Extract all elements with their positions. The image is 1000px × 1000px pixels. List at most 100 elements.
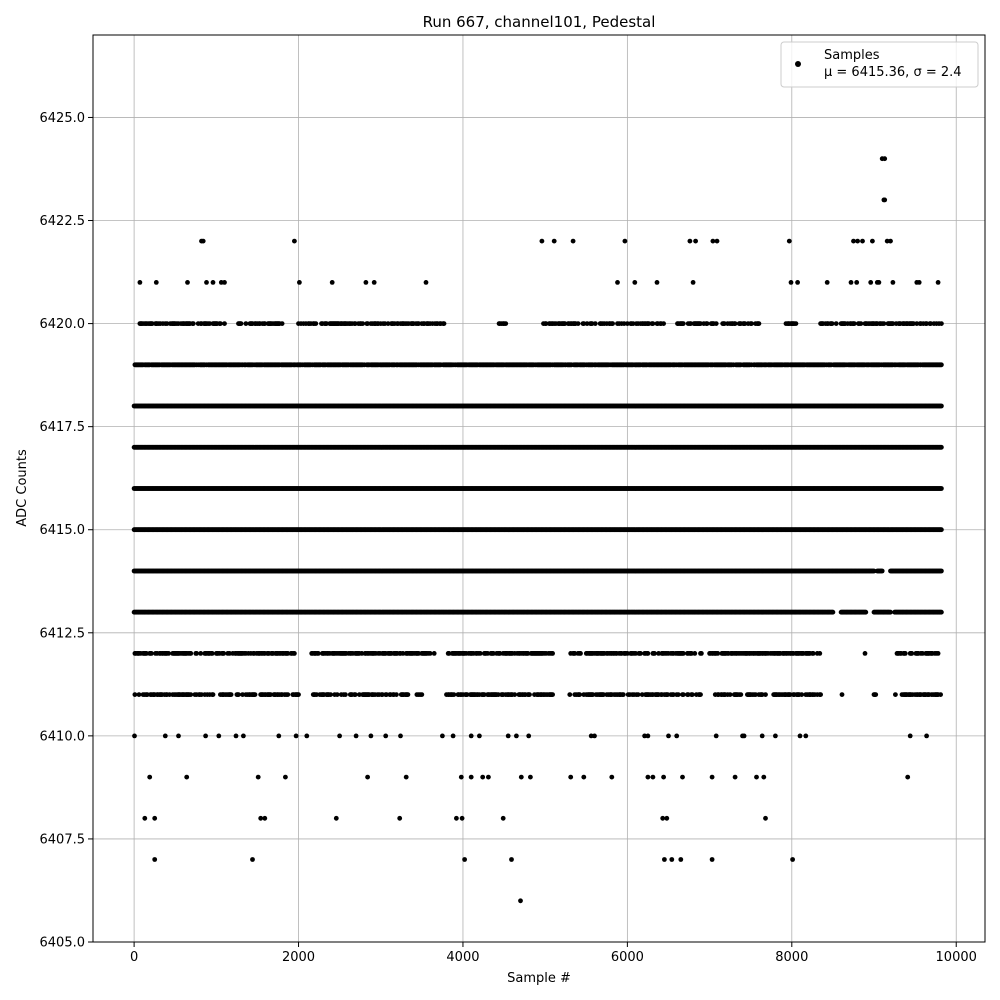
data-point — [221, 651, 227, 656]
data-point — [938, 692, 943, 697]
data-point — [753, 692, 758, 697]
data-point — [715, 651, 721, 656]
data-point — [799, 692, 805, 697]
data-point — [689, 651, 694, 656]
data-point — [689, 692, 695, 697]
data-point — [652, 651, 657, 656]
data-point — [343, 692, 348, 697]
data-point — [818, 692, 823, 697]
data-point — [485, 651, 490, 656]
data-point — [481, 692, 487, 697]
data-point — [680, 692, 686, 697]
data-point — [727, 692, 733, 697]
data-point — [132, 692, 138, 697]
data-point — [405, 692, 411, 697]
data-point — [665, 692, 671, 697]
data-point — [144, 651, 149, 656]
data-point — [620, 692, 626, 697]
data-point — [639, 692, 645, 697]
data-point — [601, 692, 606, 697]
data-point — [590, 692, 596, 697]
data-point — [199, 692, 204, 697]
data-point — [525, 651, 531, 656]
data-point — [871, 568, 877, 574]
data-point — [577, 692, 583, 697]
data-point — [638, 651, 643, 656]
data-point — [268, 692, 273, 697]
data-point — [315, 651, 321, 656]
data-point — [759, 692, 765, 697]
data-point — [550, 692, 555, 697]
data-point — [359, 651, 365, 656]
data-point — [188, 692, 194, 697]
data-point — [296, 692, 301, 697]
data-point — [136, 692, 142, 697]
data-point — [527, 692, 532, 697]
data-point — [920, 651, 925, 656]
data-point — [252, 692, 258, 697]
data-point — [763, 692, 768, 697]
data-point — [810, 651, 816, 656]
data-point — [675, 692, 681, 697]
data-point — [228, 692, 234, 697]
data-point — [550, 651, 555, 656]
data-point — [935, 651, 941, 656]
data-point — [166, 651, 172, 656]
data-point — [839, 692, 845, 697]
data-point — [285, 692, 291, 697]
data-point — [210, 692, 216, 697]
data-point — [830, 609, 836, 615]
data-point — [446, 651, 452, 656]
data-point — [939, 609, 944, 615]
data-point — [495, 692, 501, 697]
data-point — [512, 692, 518, 697]
data-point — [236, 692, 241, 697]
data-point — [194, 651, 200, 656]
data-point — [477, 651, 483, 656]
data-point — [572, 651, 578, 656]
data-point — [567, 692, 573, 697]
data-point — [645, 651, 651, 656]
data-point — [328, 692, 333, 697]
data-point — [314, 692, 319, 697]
data-point — [909, 651, 915, 656]
data-point — [698, 692, 703, 697]
data-point — [451, 692, 457, 697]
data-point — [384, 692, 389, 697]
data-point — [817, 651, 823, 656]
data-point — [334, 692, 340, 697]
data-point — [939, 568, 944, 574]
data-point — [419, 692, 425, 697]
chart-title: Run 667, channel101, Pedestal — [423, 13, 656, 31]
data-point — [188, 651, 194, 656]
data-point — [633, 651, 638, 656]
data-point — [939, 527, 944, 533]
data-point — [491, 651, 496, 656]
data-point — [863, 609, 869, 615]
data-point — [893, 692, 898, 697]
data-point — [400, 651, 406, 656]
data-point — [285, 651, 291, 656]
data-point — [352, 692, 358, 697]
data-point — [431, 651, 437, 656]
data-point — [380, 692, 385, 697]
data-point — [149, 651, 154, 656]
data-point — [685, 692, 691, 697]
data-point — [680, 651, 686, 656]
data-point — [198, 651, 204, 656]
data-point — [357, 692, 362, 697]
data-point — [656, 651, 661, 656]
data-point — [939, 486, 944, 491]
data-point — [497, 651, 503, 656]
data-points — [131, 156, 944, 904]
data-point — [671, 692, 676, 697]
data-point — [873, 692, 879, 697]
data-point — [240, 692, 246, 697]
data-point — [902, 651, 908, 656]
data-point — [625, 651, 630, 656]
data-point — [427, 651, 433, 656]
data-point — [209, 651, 215, 656]
data-point — [738, 692, 744, 697]
